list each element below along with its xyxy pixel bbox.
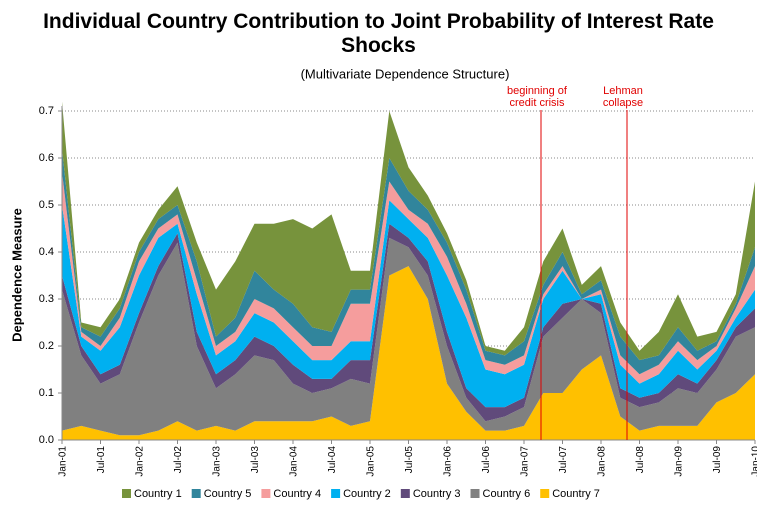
- x-tick-label: Jan-05: [366, 446, 377, 477]
- annotation-text: beginning of: [507, 85, 568, 97]
- x-tick-label: Jul-04: [327, 446, 338, 474]
- x-tick-label: Jan-04: [289, 446, 300, 477]
- legend-swatch: [470, 489, 480, 498]
- y-tick-label: 0.4: [39, 246, 54, 258]
- legend-swatch: [191, 489, 201, 498]
- area: [62, 101, 755, 361]
- y-tick-label: 0.2: [39, 340, 54, 352]
- x-tick-label: Jul-07: [558, 446, 569, 474]
- x-tick-label: Jul-02: [173, 446, 184, 474]
- area: [62, 172, 755, 384]
- legend-swatch: [331, 489, 341, 498]
- y-tick-label: 0.3: [39, 293, 54, 305]
- x-tick-label: Jan-09: [674, 446, 685, 477]
- x-tick-label: Jul-01: [96, 446, 107, 474]
- legend-label: Country 7: [552, 488, 600, 500]
- x-tick-label: Jan-02: [135, 446, 146, 477]
- y-tick-label: 0.6: [39, 152, 54, 164]
- chart-subtitle: (Multivariate Dependence Structure): [301, 66, 510, 81]
- annotation-text: credit crisis: [509, 97, 565, 109]
- legend-label: Country 5: [204, 488, 252, 500]
- x-tick-label: Jul-09: [712, 446, 723, 474]
- area: [62, 223, 755, 422]
- x-tick-label: Jan-06: [443, 446, 454, 477]
- legend-label: Country 2: [343, 488, 391, 500]
- y-axis-label: Dependence Measure: [9, 208, 24, 342]
- x-tick-label: Jan-10: [751, 446, 757, 477]
- chart-title: Individual Country Contribution to Joint…: [43, 10, 714, 57]
- x-tick-label: Jul-03: [250, 446, 261, 474]
- legend-label: Country 6: [483, 488, 531, 500]
- area: [62, 148, 755, 375]
- y-tick-label: 0.5: [39, 199, 54, 211]
- y-tick-label: 0.0: [39, 434, 54, 446]
- legend-label: Country 3: [413, 488, 461, 500]
- area: [62, 200, 755, 408]
- area: [62, 266, 755, 440]
- y-tick-label: 0.1: [39, 387, 54, 399]
- legend-swatch: [540, 489, 550, 498]
- x-tick-label: Jan-03: [212, 446, 223, 477]
- x-tick-label: Jul-08: [635, 446, 646, 474]
- x-tick-label: Jul-05: [404, 446, 415, 474]
- legend-swatch: [261, 489, 271, 498]
- x-tick-label: Jan-07: [520, 446, 531, 477]
- x-tick-label: Jan-08: [597, 446, 608, 477]
- legend-swatch: [122, 489, 131, 498]
- y-tick-label: 0.7: [39, 105, 54, 117]
- x-tick-label: Jan-01: [58, 446, 69, 477]
- x-tick-label: Jul-06: [481, 446, 492, 474]
- annotation-text: collapse: [603, 97, 643, 109]
- annotation-text: Lehman: [603, 85, 643, 97]
- legend-label: Country 1: [134, 488, 182, 500]
- legend-label: Country 4: [273, 488, 321, 500]
- area: [62, 237, 755, 436]
- legend-swatch: [400, 489, 410, 498]
